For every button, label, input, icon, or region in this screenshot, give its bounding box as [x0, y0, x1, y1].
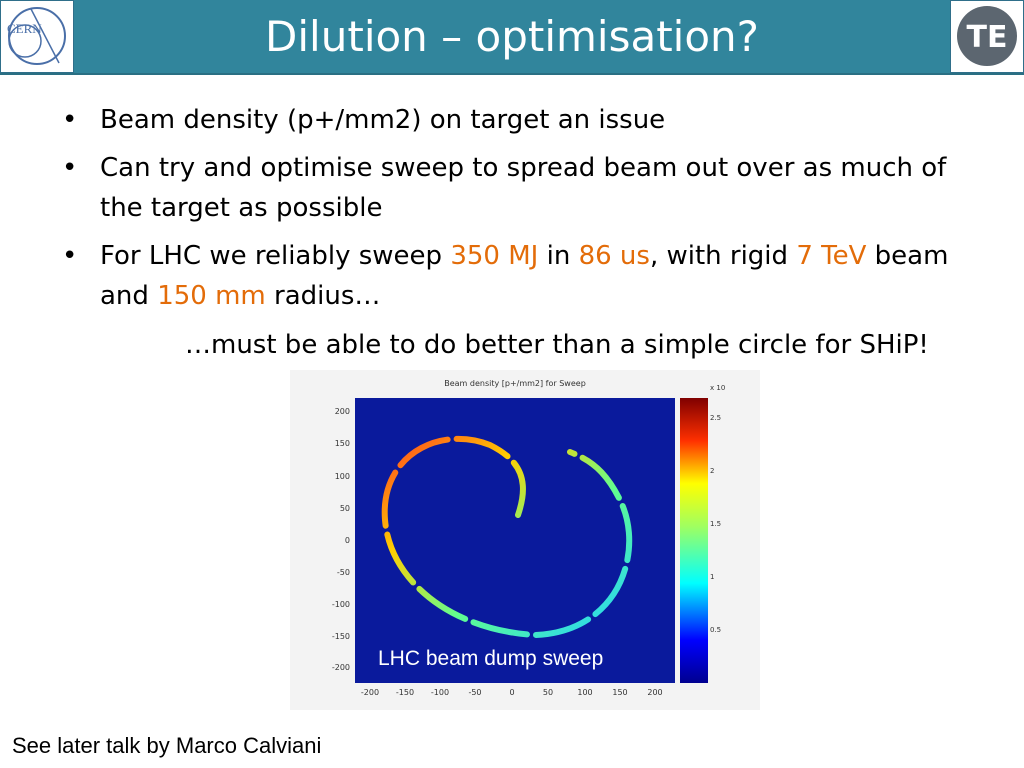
- svg-text:CERN: CERN: [7, 21, 42, 36]
- bullet-item: • For LHC we reliably sweep 350 MJ in 86…: [62, 241, 949, 311]
- svg-text:TE: TE: [967, 20, 1008, 55]
- x-tick-label: 0: [509, 688, 514, 697]
- header-bar: CERN Dilution – optimisation? TE: [0, 0, 1024, 75]
- y-tick-label: -150: [332, 632, 350, 641]
- energy-value: 350 MJ: [450, 241, 539, 271]
- x-tick-label: 200: [647, 688, 662, 697]
- quote-text: …must be able to do better than a simple…: [185, 330, 929, 360]
- x-tick-label: 50: [543, 688, 553, 697]
- y-tick-label: 50: [340, 504, 350, 513]
- y-tick-label: 150: [335, 439, 350, 448]
- y-tick-label: -200: [332, 663, 350, 672]
- cern-logo: CERN: [0, 0, 74, 73]
- x-tick-label: -200: [361, 688, 379, 697]
- page-title: Dilution – optimisation?: [265, 11, 759, 61]
- y-tick-label: 200: [335, 407, 350, 416]
- y-tick-label: 100: [335, 472, 350, 481]
- y-tick-label: 0: [345, 536, 350, 545]
- bullet-item: • Beam density (p+/mm2) on target an iss…: [62, 105, 666, 135]
- colorbar-exponent: x 10: [710, 384, 725, 392]
- bullet-text: Beam density (p+/mm2) on target an issue: [100, 105, 666, 135]
- bullet-item: • Can try and optimise sweep to spread b…: [62, 153, 947, 223]
- bullet-text: Can try and optimise sweep to spread bea…: [100, 153, 947, 223]
- colorbar-tick: 2.5: [710, 414, 721, 422]
- x-tick-label: -50: [468, 688, 481, 697]
- time-value: 86 us: [578, 241, 650, 271]
- x-tick-label: -100: [431, 688, 449, 697]
- bullet-list: • Beam density (p+/mm2) on target an iss…: [62, 100, 992, 324]
- y-tick-label: -50: [337, 568, 350, 577]
- energy-tev-value: 7 TeV: [796, 241, 867, 271]
- x-tick-label: 150: [612, 688, 627, 697]
- footer-note: See later talk by Marco Calviani: [12, 733, 322, 758]
- x-tick-label: 100: [577, 688, 592, 697]
- te-logo: TE: [950, 0, 1024, 73]
- y-tick-label: -100: [332, 600, 350, 609]
- radius-value: 150 mm: [157, 281, 266, 311]
- colorbar: [680, 398, 708, 683]
- plot-title: Beam density [p+/mm2] for Sweep: [444, 379, 586, 388]
- colorbar-tick: 0.5: [710, 626, 721, 634]
- colorbar-tick: 1.5: [710, 520, 721, 528]
- colorbar-tick: 1: [710, 573, 714, 581]
- colorbar-tick: 2: [710, 467, 714, 475]
- sweep-plot: Beam density [p+/mm2] for Sweep 200 150 …: [290, 370, 760, 710]
- plot-caption: LHC beam dump sweep: [378, 647, 604, 670]
- x-tick-label: -150: [396, 688, 414, 697]
- beam-sweep-trace: [381, 435, 633, 639]
